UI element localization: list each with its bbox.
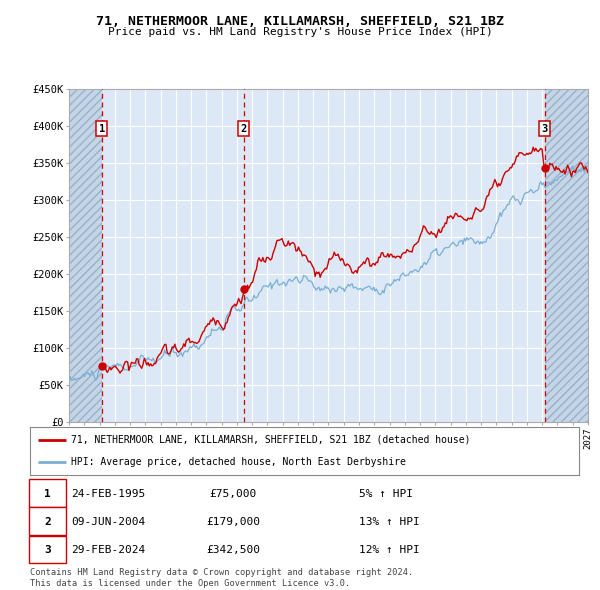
Text: 12% ↑ HPI: 12% ↑ HPI [359,545,420,555]
Text: Price paid vs. HM Land Registry's House Price Index (HPI): Price paid vs. HM Land Registry's House … [107,27,493,37]
Text: 1: 1 [98,123,105,133]
Text: 3: 3 [542,123,548,133]
Text: 2: 2 [44,517,51,526]
Bar [545,88,588,422]
Text: 24-FEB-1995: 24-FEB-1995 [71,489,145,499]
Text: 29-FEB-2024: 29-FEB-2024 [71,545,145,555]
Text: 2: 2 [241,123,247,133]
Text: HPI: Average price, detached house, North East Derbyshire: HPI: Average price, detached house, Nort… [71,457,406,467]
Text: 09-JUN-2004: 09-JUN-2004 [71,517,145,526]
Text: 5% ↑ HPI: 5% ↑ HPI [359,489,413,499]
Text: 1: 1 [44,489,51,499]
Text: 71, NETHERMOOR LANE, KILLAMARSH, SHEFFIELD, S21 1BZ (detached house): 71, NETHERMOOR LANE, KILLAMARSH, SHEFFIE… [71,435,470,445]
Text: 13% ↑ HPI: 13% ↑ HPI [359,517,420,526]
Bar [69,88,101,422]
Text: 71, NETHERMOOR LANE, KILLAMARSH, SHEFFIELD, S21 1BZ: 71, NETHERMOOR LANE, KILLAMARSH, SHEFFIE… [96,15,504,28]
FancyBboxPatch shape [29,507,66,535]
FancyBboxPatch shape [29,478,66,507]
Text: 3: 3 [44,545,51,555]
FancyBboxPatch shape [29,536,66,563]
Text: Contains HM Land Registry data © Crown copyright and database right 2024.
This d: Contains HM Land Registry data © Crown c… [30,568,413,588]
Text: £179,000: £179,000 [206,517,260,526]
Text: £342,500: £342,500 [206,545,260,555]
Text: £75,000: £75,000 [209,489,257,499]
